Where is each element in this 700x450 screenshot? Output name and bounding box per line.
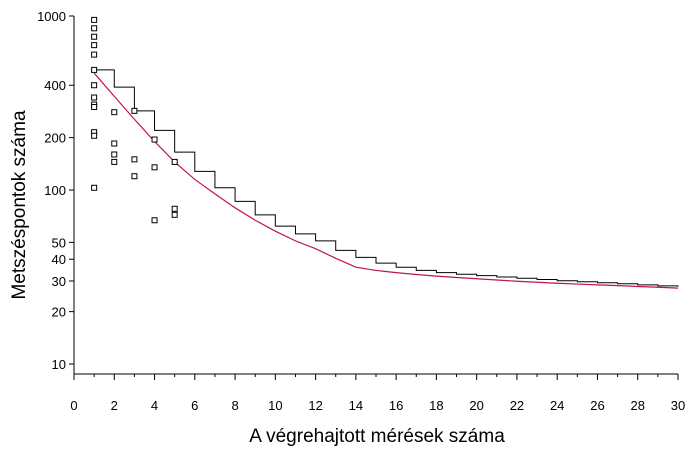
- plot-area: [91, 16, 679, 289]
- y-tick-label: 1000: [37, 9, 66, 24]
- data-point: [151, 164, 158, 171]
- data-point: [91, 94, 98, 101]
- data-point: [91, 184, 98, 191]
- data-point: [91, 42, 98, 49]
- data-point: [91, 25, 98, 32]
- y-tick-label: 200: [44, 131, 66, 146]
- data-point: [91, 16, 98, 23]
- data-point: [111, 109, 118, 116]
- y-tick-label: 30: [52, 274, 66, 289]
- data-point: [131, 156, 138, 163]
- axes: 0 2 4 6 8 10 12 14 16 18 20 22 24 26 28 301020304050100…: [37, 9, 685, 413]
- y-tick-label: 20: [52, 305, 66, 320]
- x-tick-label: 30: [671, 398, 685, 413]
- y-tick-label: 50: [52, 235, 66, 250]
- data-point: [91, 51, 98, 58]
- data-point: [171, 158, 178, 165]
- y-tick-label: 40: [52, 252, 66, 267]
- x-tick-label: 16: [389, 398, 403, 413]
- x-tick-label: 28: [630, 398, 644, 413]
- data-point: [91, 82, 98, 89]
- y-tick-label: 10: [52, 357, 66, 372]
- y-axis-title: Metszéspontok száma: [9, 110, 30, 299]
- data-point: [131, 173, 138, 180]
- y-tick-label: 400: [44, 78, 66, 93]
- x-tick-label: 6: [191, 398, 198, 413]
- data-point: [151, 217, 158, 224]
- data-point: [151, 136, 158, 143]
- data-point: [91, 66, 98, 73]
- data-point: [171, 211, 178, 218]
- x-tick-label: 4: [151, 398, 158, 413]
- y-tick-label: 100: [44, 183, 66, 198]
- x-tick-label: 8: [231, 398, 238, 413]
- x-tick-label: 0: [70, 398, 77, 413]
- x-axis-title: A végrehajtott mérések száma: [249, 426, 505, 447]
- x-tick-label: 14: [349, 398, 363, 413]
- x-tick-label: 2: [111, 398, 118, 413]
- data-point: [91, 33, 98, 40]
- x-tick-label: 18: [429, 398, 443, 413]
- data-point: [111, 158, 118, 165]
- x-tick-label: 20: [469, 398, 483, 413]
- x-tick-label: 26: [590, 398, 604, 413]
- data-point: [111, 151, 118, 158]
- data-point: [171, 205, 178, 212]
- data-point: [111, 140, 118, 147]
- x-tick-label: 24: [550, 398, 564, 413]
- data-point: [91, 103, 98, 110]
- x-tick-label: 22: [510, 398, 524, 413]
- data-point: [91, 132, 98, 139]
- data-point: [131, 107, 138, 114]
- fit-line-series: [93, 72, 679, 289]
- x-tick-label: 12: [308, 398, 322, 413]
- x-tick-label: 10: [268, 398, 282, 413]
- step-series: [94, 69, 679, 287]
